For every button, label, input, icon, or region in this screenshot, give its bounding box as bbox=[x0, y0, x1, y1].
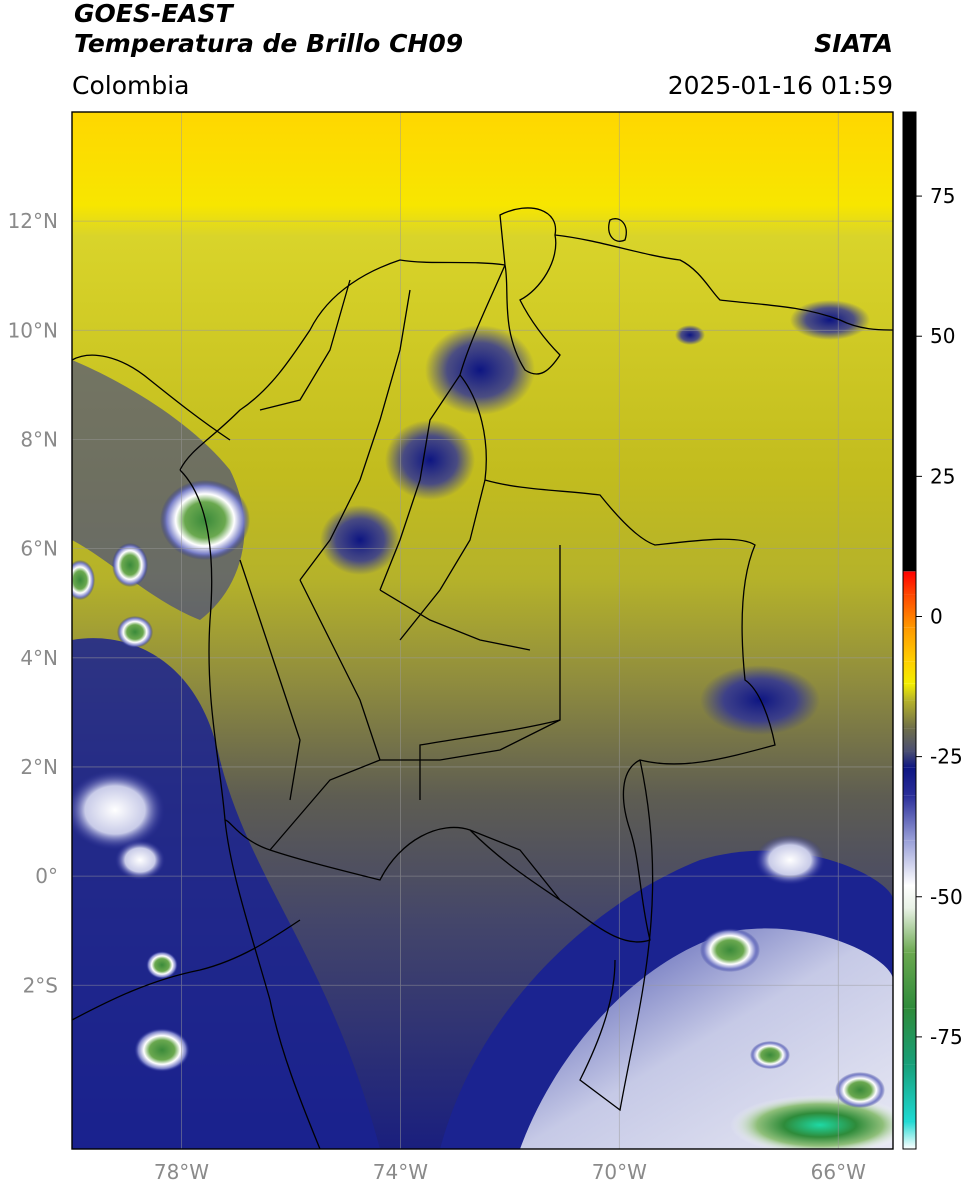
map-frame bbox=[71, 111, 894, 1150]
colorbar-tick-label: -75 bbox=[930, 1025, 963, 1049]
colorbar-tick-label: 50 bbox=[930, 324, 955, 348]
colorbar-segment bbox=[903, 751, 916, 768]
colorbar bbox=[903, 112, 916, 1149]
map-gridlines bbox=[72, 112, 893, 1149]
colorbar-segment bbox=[903, 1120, 916, 1149]
colorbar-segment bbox=[903, 571, 916, 595]
lat-tick-label: 12°N bbox=[8, 209, 58, 233]
colorbar-segment bbox=[903, 885, 916, 908]
colorbar-segment bbox=[903, 728, 916, 752]
lat-tick-label: 2°S bbox=[23, 973, 58, 997]
colorbar-segment bbox=[903, 571, 916, 572]
colorbar-segment bbox=[903, 627, 916, 662]
lon-tick-label: 66°W bbox=[811, 1160, 866, 1184]
colorbar-tick-label: -50 bbox=[930, 885, 963, 909]
colorbar-segment bbox=[903, 1064, 916, 1121]
colorbar-frame bbox=[902, 111, 917, 1150]
colorbar-segment bbox=[903, 683, 916, 701]
lat-tick-label: 6°N bbox=[20, 537, 58, 561]
lat-tick-label: 0° bbox=[35, 864, 58, 888]
lat-tick-label: 10°N bbox=[8, 318, 58, 342]
lat-tick-label: 2°N bbox=[20, 755, 58, 779]
colorbar-segment bbox=[903, 112, 916, 572]
colorbar-segment bbox=[903, 840, 916, 886]
colorbar-segment bbox=[903, 700, 916, 729]
product-title: Temperatura de Brillo CH09 bbox=[74, 29, 464, 58]
brightness-temperature-field bbox=[72, 112, 893, 1149]
lon-tick-label: 78°W bbox=[154, 1160, 209, 1184]
lat-tick-label: 4°N bbox=[20, 646, 58, 670]
coastline-and-borders bbox=[71, 207, 894, 1150]
latitude-ticks: 12°N 10°N 8°N 6°N 4°N 2°N 0° 2°S bbox=[8, 209, 58, 997]
organization-label: SIATA bbox=[814, 29, 893, 58]
colorbar-ticks: 75 50 25 0 -25 -50 -75 bbox=[916, 184, 963, 1049]
region-label: Colombia bbox=[72, 71, 190, 100]
timestamp-label: 2025-01-16 01:59 bbox=[667, 71, 893, 100]
colorbar-segment bbox=[903, 594, 916, 628]
colorbar-tick-label: 75 bbox=[930, 184, 955, 208]
longitude-ticks: 78°W 74°W 70°W 66°W bbox=[154, 1160, 866, 1184]
colorbar-segment bbox=[903, 661, 916, 684]
satellite-title: GOES-EAST bbox=[74, 0, 233, 28]
colorbar-segment bbox=[903, 795, 916, 841]
colorbar-segment bbox=[903, 1008, 916, 1065]
colorbar-tick-label: -25 bbox=[930, 745, 963, 769]
colorbar-segment bbox=[903, 767, 916, 796]
lat-tick-label: 8°N bbox=[20, 427, 58, 451]
colorbar-segment bbox=[903, 907, 916, 953]
colorbar-tick-label: 0 bbox=[930, 604, 943, 628]
lon-tick-label: 70°W bbox=[592, 1160, 647, 1184]
lon-tick-label: 74°W bbox=[373, 1160, 428, 1184]
colorbar-segment bbox=[903, 952, 916, 1009]
colorbar-tick-label: 25 bbox=[930, 464, 955, 488]
